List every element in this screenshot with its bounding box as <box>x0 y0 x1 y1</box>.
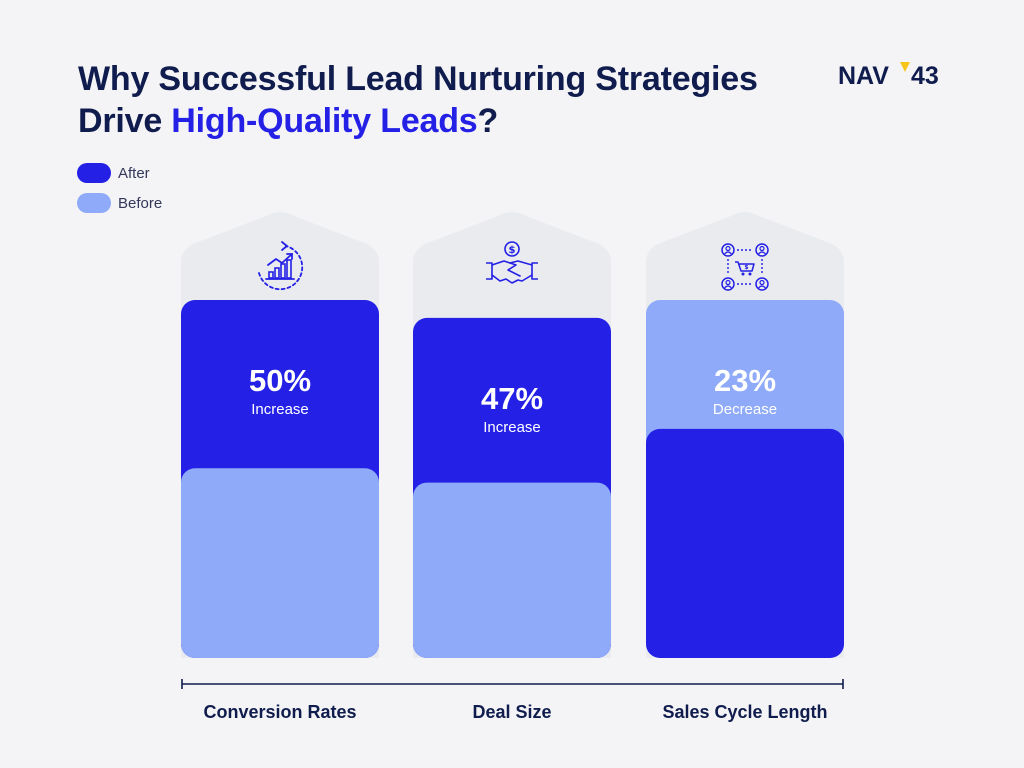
data-label-value: 50% <box>249 363 311 398</box>
data-label-change: Decrease <box>713 401 777 418</box>
legend-swatch-before <box>77 193 111 213</box>
growth-chart-icon <box>258 241 304 291</box>
svg-text:$: $ <box>744 264 748 271</box>
title-text: Why Successful Lead Nurturing Strategies… <box>78 60 758 140</box>
title-highlight: High-Quality Leads <box>171 102 478 140</box>
data-label-value: 47% <box>481 381 543 416</box>
nav43-logo: NAV 43 <box>838 60 958 96</box>
legend-item-before: Before <box>77 192 162 214</box>
bar-after <box>646 428 844 658</box>
handshake-dollar-icon: $ <box>486 241 538 284</box>
logo-mark-icon <box>900 62 910 72</box>
category-label: Conversion Rates <box>203 702 356 722</box>
sales-cycle-icon: $ <box>721 243 769 291</box>
logo-text-left: NAV <box>838 62 889 90</box>
logo-text-right: 43 <box>911 62 939 90</box>
legend-swatch-after <box>77 163 111 183</box>
data-label-value: 23% <box>714 363 776 398</box>
category-label: Deal Size <box>472 702 551 722</box>
bar-before <box>181 468 379 658</box>
legend-label-before: Before <box>118 194 163 212</box>
chart-title: Why Successful Lead Nurturing Strategies… <box>78 58 798 142</box>
title-end: ? <box>477 102 499 140</box>
category-label: Sales Cycle Length <box>662 702 827 722</box>
legend-item-after: After <box>77 162 162 184</box>
legend-label-after: After <box>118 164 150 182</box>
bar-before <box>413 482 611 658</box>
legend: After Before <box>77 162 162 222</box>
data-label-change: Increase <box>483 419 541 436</box>
svg-text:$: $ <box>509 245 516 256</box>
data-label-change: Increase <box>251 401 309 418</box>
